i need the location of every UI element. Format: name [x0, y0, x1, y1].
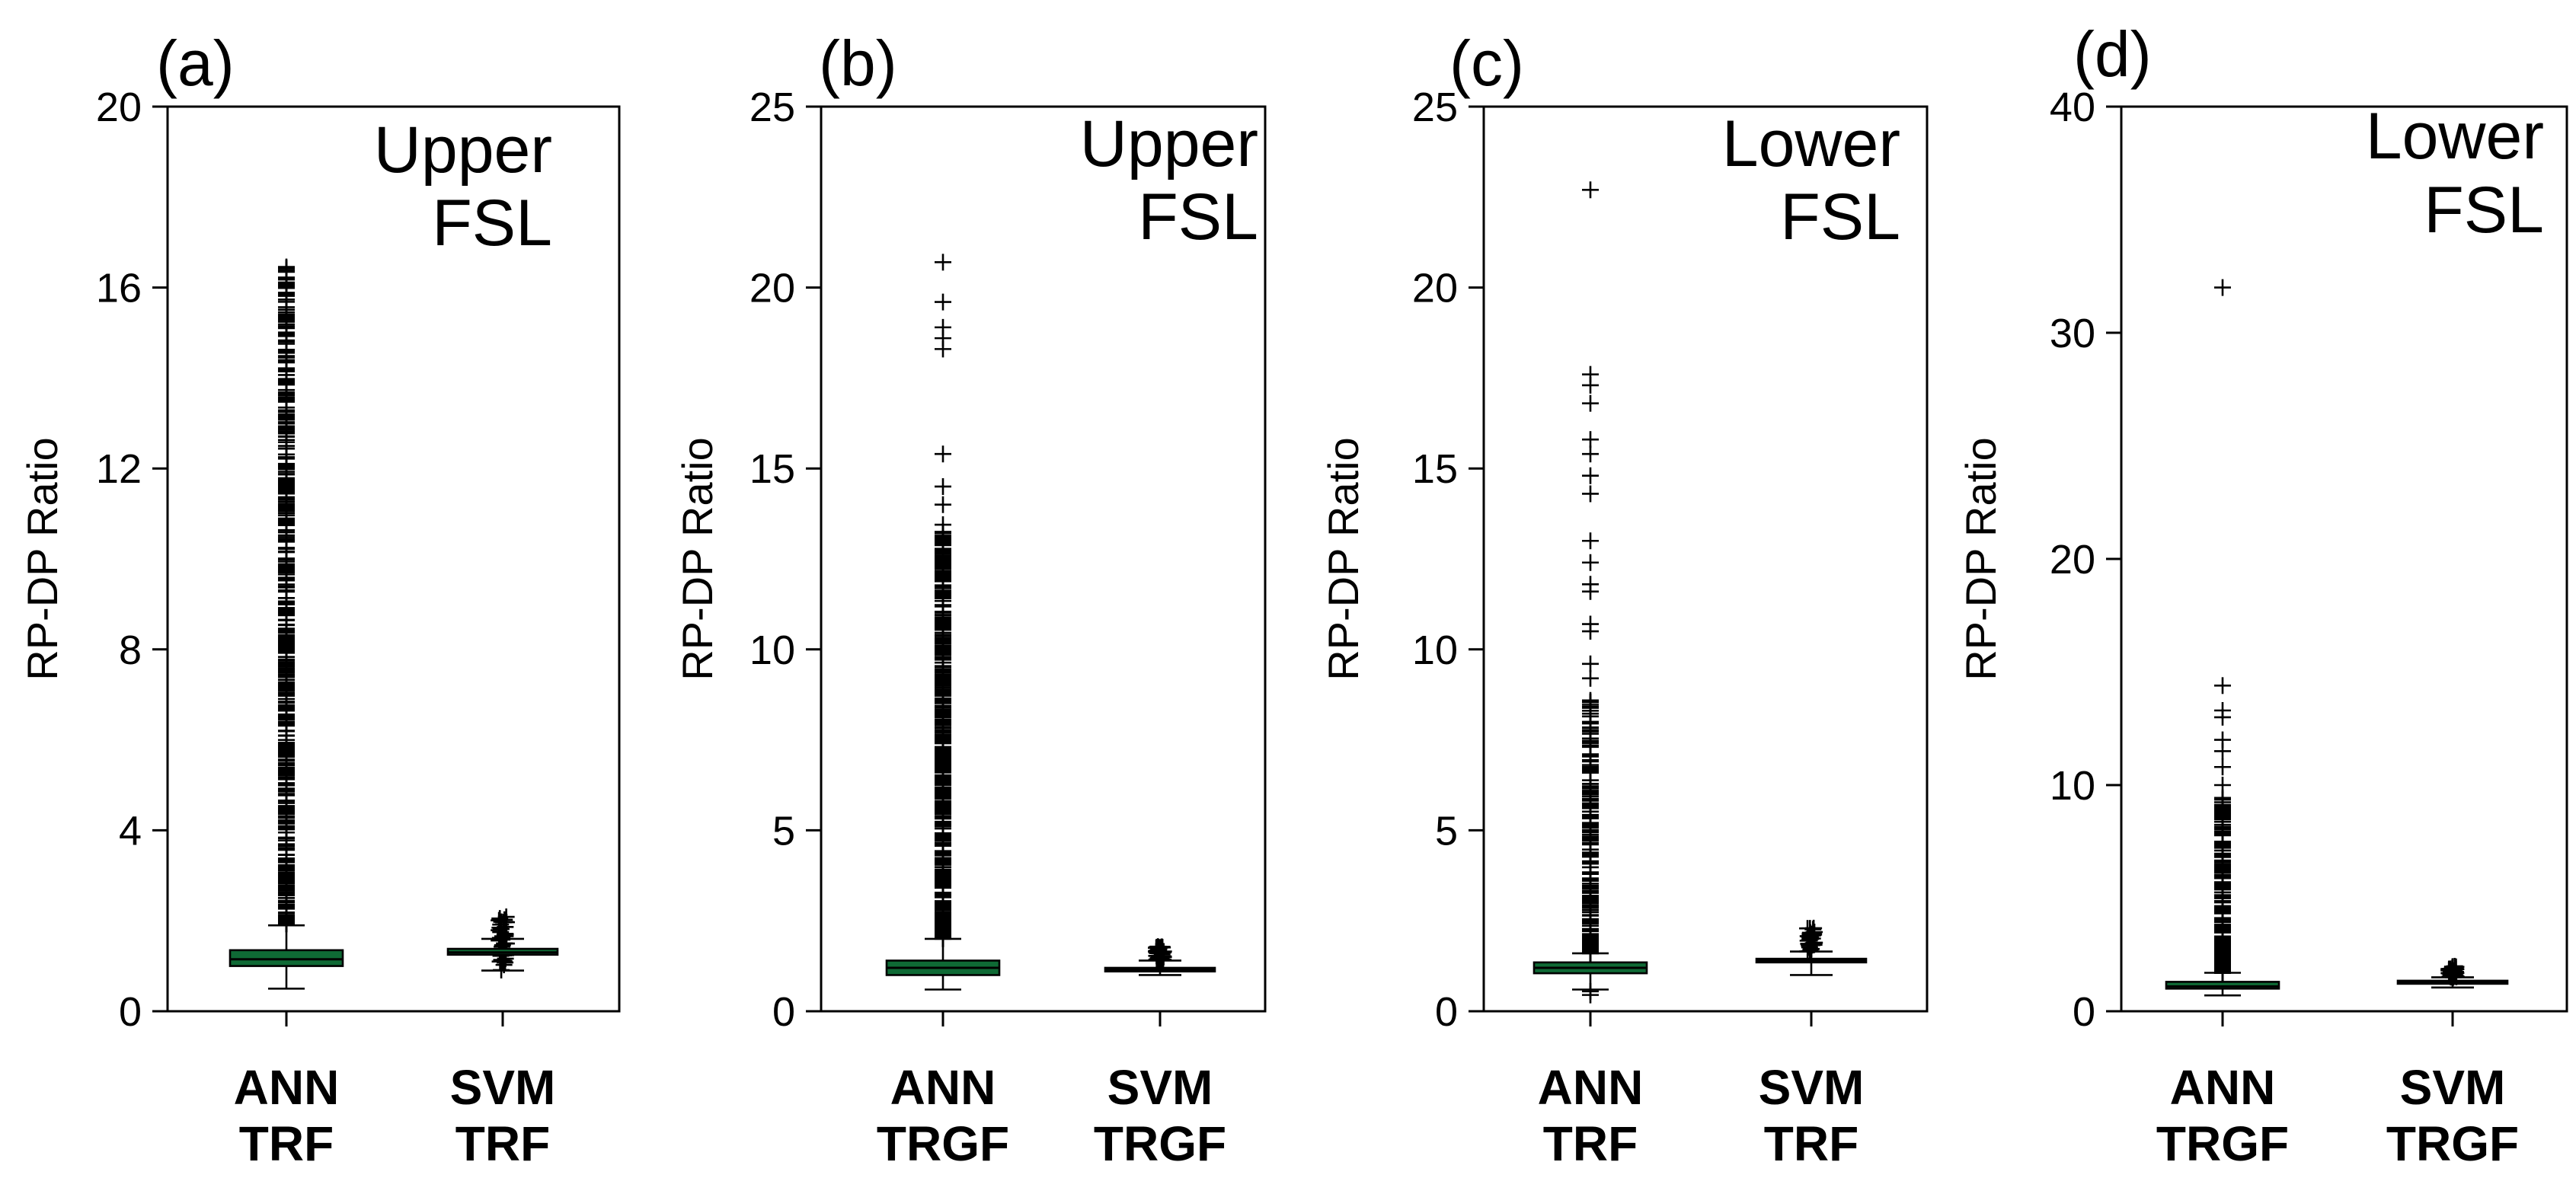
panel-annotation: FSL — [432, 187, 552, 260]
y-tick-label: 15 — [1412, 446, 1458, 492]
y-tick-label: 40 — [2050, 85, 2095, 130]
box-1 — [2396, 957, 2509, 989]
x-category-label: SVM — [1759, 1060, 1865, 1115]
panel-label: (b) — [819, 27, 897, 99]
y-tick-label: 10 — [2050, 763, 2095, 809]
panel-annotation: Lower — [1722, 107, 1900, 180]
plot-frame — [820, 105, 1267, 1013]
panel-label: (a) — [156, 27, 235, 99]
y-tick-label: 5 — [772, 808, 795, 854]
x-category-label: TRF — [455, 1116, 550, 1171]
box-0 — [2165, 279, 2280, 997]
panel-annotation: FSL — [1780, 180, 1900, 254]
y-axis-label: RP-DP Ratio — [1319, 437, 1367, 681]
panel-label: (c) — [1449, 27, 1524, 99]
x-category-label: TRGF — [2156, 1116, 2289, 1171]
y-tick-label: 5 — [1435, 808, 1458, 854]
x-category-label: ANN — [1538, 1060, 1644, 1115]
x-category-label: TRF — [1543, 1116, 1638, 1171]
panel-annotation: Upper — [1080, 107, 1258, 180]
x-category-label: TRGF — [2386, 1116, 2519, 1171]
x-category-label: TRGF — [877, 1116, 1009, 1171]
y-tick-label: 10 — [1412, 627, 1458, 673]
panel-label: (d) — [2073, 18, 2152, 90]
x-category-label: ANN — [234, 1060, 340, 1115]
y-tick-label: 12 — [96, 446, 142, 492]
x-category-label: ANN — [2170, 1060, 2276, 1115]
y-tick-label: 8 — [119, 627, 142, 673]
x-category-label: TRGF — [1094, 1116, 1226, 1171]
x-category-label: TRF — [1764, 1116, 1858, 1171]
box-0 — [229, 258, 344, 990]
y-axis-label: RP-DP Ratio — [18, 437, 66, 681]
x-category-label: TRF — [239, 1116, 334, 1171]
y-tick-label: 0 — [2073, 989, 2095, 1035]
plot-frame — [1482, 105, 1929, 1013]
y-tick-label: 20 — [2050, 537, 2095, 583]
panel-annotation: FSL — [2424, 174, 2544, 247]
panel-annotation: Lower — [2366, 100, 2544, 173]
y-tick-label: 25 — [749, 85, 795, 130]
x-category-label: SVM — [1107, 1060, 1213, 1115]
panel-annotation: FSL — [1138, 180, 1258, 254]
box-1 — [1104, 938, 1216, 976]
box-0 — [1532, 181, 1648, 1004]
panel-annotation: Upper — [374, 113, 552, 187]
box-0 — [885, 254, 1001, 991]
y-tick-label: 30 — [2050, 311, 2095, 356]
x-category-label: ANN — [890, 1060, 996, 1115]
y-tick-label: 4 — [119, 808, 142, 854]
y-tick-label: 16 — [96, 266, 142, 311]
y-tick-label: 0 — [119, 989, 142, 1035]
y-tick-label: 0 — [772, 989, 795, 1035]
y-tick-label: 15 — [749, 446, 795, 492]
plot-frame — [166, 105, 621, 1013]
y-tick-label: 10 — [749, 627, 795, 673]
y-tick-label: 20 — [1412, 266, 1458, 311]
y-tick-label: 20 — [96, 85, 142, 130]
y-tick-label: 20 — [749, 266, 795, 311]
y-tick-label: 0 — [1435, 989, 1458, 1035]
box-1 — [446, 908, 559, 979]
y-tick-label: 25 — [1412, 85, 1458, 130]
y-axis-label: RP-DP Ratio — [1957, 437, 2005, 681]
x-category-label: SVM — [450, 1060, 556, 1115]
box-1 — [1755, 919, 1868, 976]
y-axis-label: RP-DP Ratio — [673, 437, 721, 681]
x-category-label: SVM — [2400, 1060, 2506, 1115]
